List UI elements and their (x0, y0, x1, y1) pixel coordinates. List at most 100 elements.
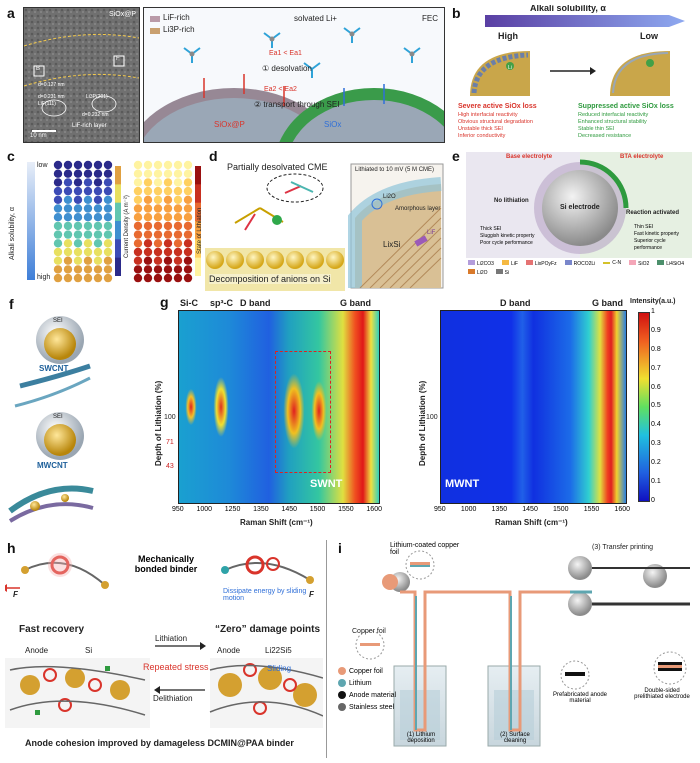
grid-cell (143, 256, 153, 265)
colorbar-step (195, 221, 201, 241)
grid-cell (93, 265, 103, 274)
si-electrode-label: Si electrode (560, 204, 600, 211)
alkali-schematic: Li (470, 51, 670, 96)
grid-cell (173, 195, 183, 204)
i-coated-label: Lithium-coated copper foil (390, 542, 460, 556)
grid-cell (163, 256, 173, 265)
grid-cell (103, 204, 113, 213)
lithiation-label: Lithiation (155, 634, 188, 643)
grid-cell (183, 160, 193, 170)
cbar2-label: State of Lithiation (197, 207, 203, 254)
dband2-label: D band (500, 298, 531, 308)
grid-cell (163, 213, 173, 222)
xtick: 1450 (522, 506, 538, 513)
cbar-tick: 0.9 (651, 326, 661, 334)
ea-label-1: Ea1 < Ea1 (269, 50, 302, 57)
grid-cell (133, 230, 143, 239)
swnt-dashed-box (275, 351, 331, 473)
grid-cell (173, 178, 183, 187)
panel-b-label: b (452, 5, 461, 21)
grid-cell (143, 204, 153, 213)
grid-cell (173, 213, 183, 222)
h-f-right: F (309, 590, 314, 599)
grid-cell (93, 213, 103, 222)
right-item: Enhanced structural stability (578, 119, 647, 125)
grid-cell (83, 256, 93, 265)
e-right-prop: Thin SEI (634, 224, 654, 230)
grid-cell (183, 221, 193, 231)
xtick: 1450 (281, 506, 297, 513)
grid-cell (153, 169, 163, 178)
tem-box-f: F (116, 56, 120, 62)
grid-cell (83, 204, 93, 213)
grid-cell (93, 195, 103, 204)
g-ylabel-right: Depth of Lithiation (%) (418, 380, 427, 466)
grid-cell (103, 239, 113, 248)
grid-cell (183, 169, 193, 178)
legend-lif-label: LiF-rich (163, 13, 190, 22)
grid-cell (53, 239, 63, 248)
grid-cell (103, 273, 113, 283)
i-legend-item: Lithium (338, 678, 396, 690)
e-legend-item: SiO2 (629, 260, 649, 267)
grid-cell (73, 265, 83, 274)
fast-recovery: Fast recovery (19, 624, 85, 635)
grid-cell (93, 239, 103, 248)
grid-cell (143, 213, 153, 222)
grid-cell (163, 169, 173, 178)
colorbar-step (115, 257, 121, 276)
grid-cell (183, 256, 193, 265)
xtick: 1500 (552, 506, 569, 513)
grid-cell (83, 247, 93, 257)
tem-image: SiOx@P LiF-rich layer 10 nm d=0.231 nm d… (23, 7, 140, 143)
grid-cell (153, 160, 163, 170)
grid-cell (83, 186, 93, 196)
grid-cell (143, 239, 153, 248)
grid-cell (73, 186, 83, 196)
grid-cell (73, 273, 83, 283)
reaction-activated: Reaction activated (626, 210, 680, 216)
grid-cell (163, 186, 173, 196)
grid-cell (163, 230, 173, 239)
grid-cell (133, 204, 143, 213)
grid-cell (103, 186, 113, 196)
grid-cell (133, 265, 143, 274)
e-left-props: Thick SEI Sluggish kinetic property Poor… (480, 226, 534, 247)
grid-cell (153, 186, 163, 196)
grid-cell (183, 204, 193, 213)
grid-cell (143, 178, 153, 187)
grid-cell (63, 230, 73, 239)
grid-cell (143, 169, 153, 178)
grid-cell (163, 247, 173, 257)
cbar-tick: 0.5 (651, 402, 661, 410)
grid-cell (143, 247, 153, 257)
grid-cell (93, 160, 103, 170)
grid-cell (63, 221, 73, 231)
intensity-label: Intensity(a.u.) (630, 298, 676, 305)
panel-g-label: g (160, 296, 169, 310)
grid-cell (83, 213, 93, 222)
grid-cell (183, 273, 193, 283)
amorphous-label: Amorphous layer (395, 206, 441, 212)
xtick: 1250 (224, 506, 241, 513)
swnt-heatmap (178, 310, 380, 504)
grid-cell (73, 247, 83, 257)
grid-cell (103, 221, 113, 231)
state-of-lithiation-grid (133, 160, 193, 283)
grid-cell (153, 247, 163, 257)
c-axis-label: Alkali solubility, α (9, 207, 16, 260)
grid-cell (133, 160, 143, 170)
grid-cell (83, 221, 93, 231)
tem-box-b: B (36, 66, 41, 72)
dband-label: D band (240, 298, 271, 308)
grid-cell (153, 256, 163, 265)
legend-li3p-swatch (150, 28, 160, 34)
dissipate-label: Dissipate energy by sliding motion (223, 588, 307, 602)
e-legend-item: ROCO2Li (564, 260, 595, 267)
sei-schematic: LiF-rich Li3P-rich solvated Li+ FEC Ea1 … (128, 7, 445, 145)
g-xlabel-left: Raman Shift (cm⁻¹) (240, 518, 313, 527)
cbar-tick: 0.7 (651, 364, 661, 372)
panel-divider (326, 540, 327, 758)
grid-cell (143, 265, 153, 274)
grid-cell (153, 195, 163, 204)
